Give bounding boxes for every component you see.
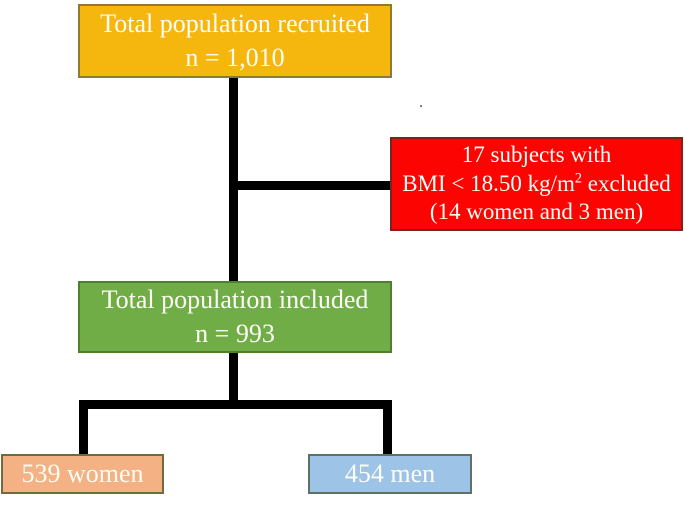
box-total-population-recruited: Total population recruited n = 1,010 [78, 4, 392, 78]
recruited-line1: Total population recruited [100, 9, 370, 39]
excluded-line2: BMI < 18.50 kg/m2 excluded [402, 170, 671, 199]
excluded-line2-pre: BMI < 18.50 kg/m [402, 170, 575, 196]
recruited-line2: n = 1,010 [185, 43, 285, 72]
stray-dot-mark: . [419, 94, 423, 111]
excluded-line1: 17 subjects with [461, 141, 612, 167]
included-line2: n = 993 [195, 319, 275, 348]
connector-included-to-split [229, 351, 238, 408]
women-label: 539 women [21, 459, 144, 489]
connector-split-horizontal [79, 400, 392, 409]
excluded-line3: (14 women and 3 men) [429, 199, 644, 225]
excluded-line2-post: excluded [582, 170, 671, 196]
excluded-line2-superscript: 2 [574, 169, 583, 186]
box-excluded-subjects: 17 subjects with BMI < 18.50 kg/m2 exclu… [390, 137, 683, 231]
box-women-count: 539 women [1, 454, 164, 494]
included-line1: Total population included [101, 285, 369, 315]
box-men-count: 454 men [308, 454, 472, 494]
men-label: 454 men [344, 459, 436, 489]
connector-drop-to-women [79, 400, 88, 456]
connector-branch-to-excluded [233, 181, 391, 190]
connector-drop-to-men [383, 400, 392, 456]
box-total-population-included: Total population included n = 993 [78, 281, 392, 353]
